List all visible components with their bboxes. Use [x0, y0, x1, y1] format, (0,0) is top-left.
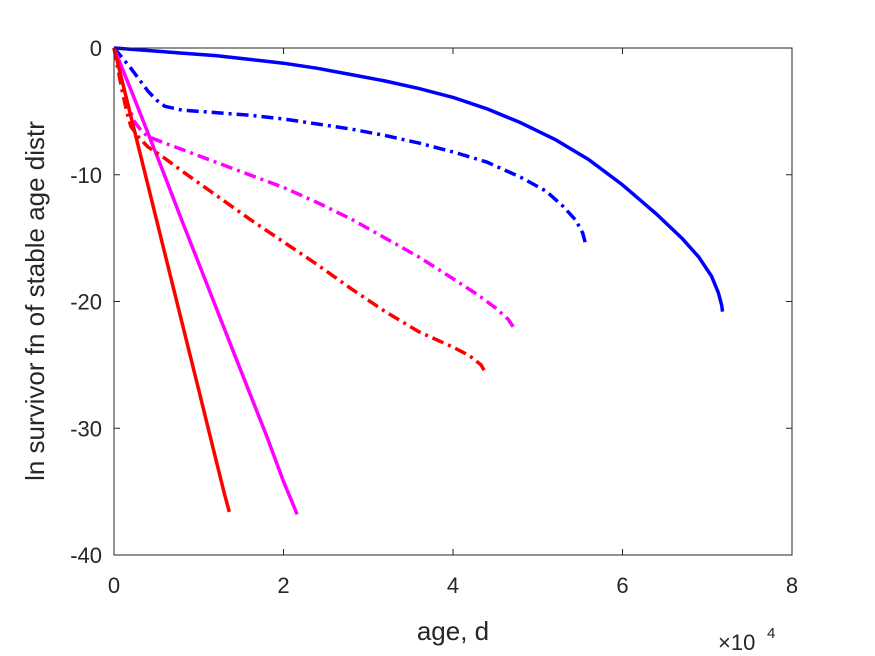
x-tick-label: 6 [616, 573, 628, 598]
x-tick-label: 0 [108, 573, 120, 598]
y-axis-label: ln survivor fn of stable age distr [20, 121, 50, 481]
x-tick-label: 8 [786, 573, 798, 598]
plot-area [114, 48, 792, 555]
x-tick-label: 2 [277, 573, 289, 598]
series-line-4 [112, 47, 517, 331]
x-exponent-label: ×10 [718, 630, 755, 655]
series-line-3 [112, 47, 299, 516]
x-tick-label: 4 [447, 573, 459, 598]
x-axis-label: age, d [417, 616, 489, 646]
series-line-5 [112, 47, 231, 513]
series-line-1 [113, 46, 725, 312]
y-tick-label: -20 [70, 290, 102, 315]
y-tick-label: 0 [90, 36, 102, 61]
y-tick-label: -30 [70, 416, 102, 441]
series-line-2 [112, 46, 588, 247]
y-tick-label: -40 [70, 543, 102, 568]
tick-layer: 0 2 4 6 8 0 -10 -20 -30 -40 [70, 36, 798, 598]
series-layer [112, 46, 725, 516]
series-line-6 [112, 47, 488, 375]
y-tick-label: -10 [70, 163, 102, 188]
x-exponent-power: 4 [767, 625, 775, 642]
